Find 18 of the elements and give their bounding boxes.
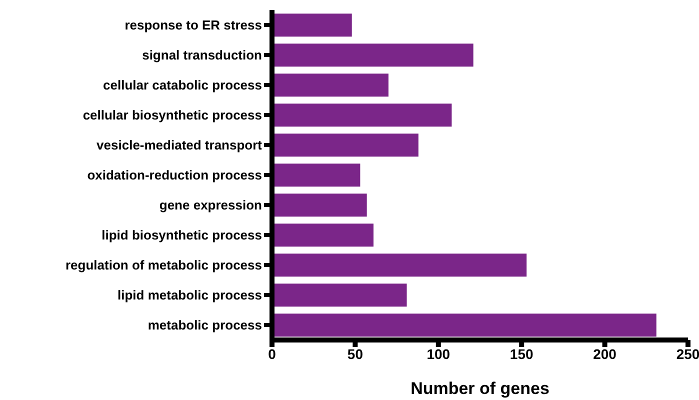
x-tick-label: 100 [426, 346, 450, 362]
x-tick-label: 250 [676, 346, 699, 362]
y-tick-label: cellular biosynthetic process [82, 108, 262, 123]
x-tick-label: 150 [510, 346, 534, 362]
y-tick-label: regulation of metabolic process [66, 258, 262, 273]
y-tick-label: metabolic process [148, 318, 262, 333]
x-axis-title: Number of genes [410, 379, 550, 398]
y-tick-label: oxidation-reduction process [87, 168, 262, 183]
x-tick-label: 0 [268, 346, 276, 362]
x-tick-label: 200 [593, 346, 617, 362]
y-tick-label: response to ER stress [124, 18, 262, 33]
y-tick-label: lipid biosynthetic process [102, 228, 262, 243]
y-tick-label: gene expression [159, 198, 262, 213]
y-tick-label: signal transduction [142, 48, 262, 63]
y-tick-label: vesicle-mediated transport [96, 138, 263, 153]
x-tick-label: 50 [347, 346, 364, 362]
y-tick-label: cellular catabolic process [103, 78, 262, 93]
y-tick-label: lipid metabolic process [118, 288, 262, 303]
